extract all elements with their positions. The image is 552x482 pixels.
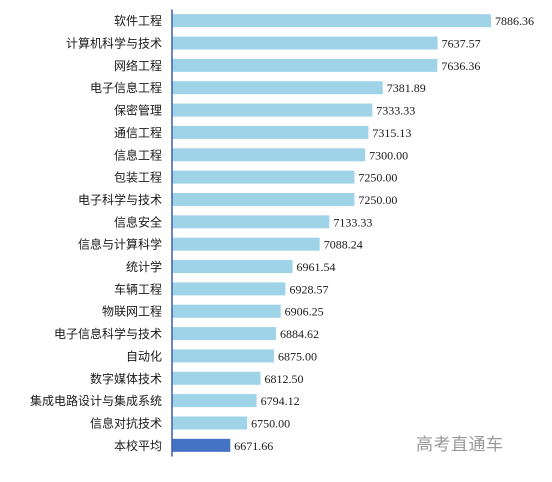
category-label-4: 电子信息工程 xyxy=(90,80,162,95)
value-labels-group: 7886.36 7637.57 7636.36 7381.89 7333.33 7315.… xyxy=(234,14,534,453)
category-label-8: 包装工程 xyxy=(114,170,162,185)
value-label-13: 6928.57 xyxy=(289,282,328,296)
category-label-2: 计算机科学与技术 xyxy=(66,36,162,51)
bars-group xyxy=(172,14,491,452)
bar-12 xyxy=(172,260,293,274)
bar-4 xyxy=(172,81,383,95)
watermark: 高考直通车 xyxy=(416,435,504,455)
bar-3 xyxy=(172,58,438,72)
bar-7 xyxy=(172,148,366,162)
value-label-15: 6884.62 xyxy=(280,327,319,341)
bar-14 xyxy=(172,304,281,318)
category-label-9: 电子科学与技术 xyxy=(78,192,162,207)
value-label-3: 7636.36 xyxy=(441,59,480,73)
value-label-18: 6794.12 xyxy=(261,394,300,408)
bar-2 xyxy=(172,36,438,50)
value-label-11: 7088.24 xyxy=(324,238,363,252)
bar-18 xyxy=(172,394,257,408)
bar-5 xyxy=(172,103,373,117)
bar-9 xyxy=(172,192,355,206)
bar-13 xyxy=(172,282,286,296)
value-label-4: 7381.89 xyxy=(387,81,426,95)
value-label-20: 6671.66 xyxy=(234,439,273,453)
value-label-10: 7133.33 xyxy=(333,215,372,229)
category-label-17: 数字媒体技术 xyxy=(90,371,162,386)
value-label-7: 7300.00 xyxy=(369,148,408,162)
category-label-13: 车辆工程 xyxy=(114,281,162,296)
category-label-12: 统计学 xyxy=(126,259,162,274)
category-label-20: 本校平均 xyxy=(114,438,162,453)
value-label-14: 6906.25 xyxy=(285,305,324,319)
category-label-18: 集成电路设计与集成系统 xyxy=(30,393,162,408)
value-label-19: 6750.00 xyxy=(251,416,290,430)
category-label-14: 物联网工程 xyxy=(102,304,162,319)
bar-15 xyxy=(172,327,277,341)
category-label-3: 网络工程 xyxy=(114,58,162,73)
bar-8 xyxy=(172,170,355,184)
category-label-10: 信息安全 xyxy=(114,214,162,229)
category-label-7: 信息工程 xyxy=(114,147,162,162)
value-label-8: 7250.00 xyxy=(358,171,397,185)
bar-11 xyxy=(172,237,320,251)
category-label-19: 信息对抗技术 xyxy=(90,415,162,430)
bar-10 xyxy=(172,215,330,229)
bar-17 xyxy=(172,371,261,385)
value-label-16: 6875.00 xyxy=(278,349,317,363)
category-label-16: 自动化 xyxy=(126,349,162,363)
category-label-1: 软件工程 xyxy=(114,13,162,28)
category-label-5: 保密管理 xyxy=(114,103,162,118)
value-label-6: 7315.13 xyxy=(372,126,411,140)
bar-16 xyxy=(172,349,274,363)
category-label-6: 通信工程 xyxy=(114,125,162,140)
bar-20 xyxy=(172,438,231,452)
category-label-11: 信息与计算科学 xyxy=(78,237,162,252)
bar-6 xyxy=(172,125,369,139)
category-labels-group: 软件工程计算机科学与技术网络工程电子信息工程保密管理通信工程信息工程包装工程电子… xyxy=(30,13,162,453)
bar-1 xyxy=(172,14,491,28)
bar-19 xyxy=(172,416,248,430)
value-label-5: 7333.33 xyxy=(376,104,415,118)
category-label-15: 电子信息科学与技术 xyxy=(54,326,162,341)
value-label-17: 6812.50 xyxy=(265,372,304,386)
value-label-2: 7637.57 xyxy=(442,37,481,51)
value-label-12: 6961.54 xyxy=(297,260,336,274)
value-label-1: 7886.36 xyxy=(495,14,534,28)
value-label-9: 7250.00 xyxy=(358,193,397,207)
